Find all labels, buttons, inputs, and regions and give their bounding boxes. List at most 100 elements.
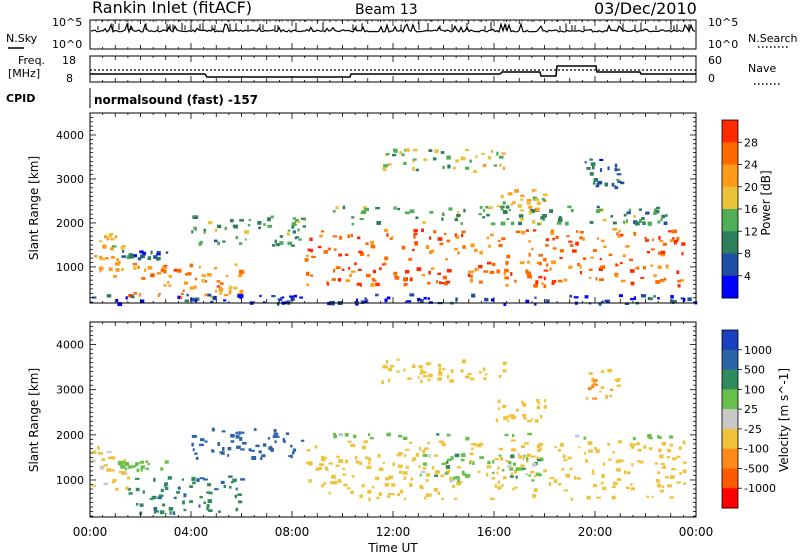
range-cell [599,168,603,172]
range-cell [614,163,618,168]
range-cell [405,466,410,469]
range-cell [619,233,624,237]
range-cell [457,479,460,483]
range-cell [515,230,521,234]
range-cell [536,405,541,410]
range-cell [589,158,593,161]
range-cell [343,483,348,487]
range-cell [478,213,482,216]
range-cell [122,249,125,253]
range-cell [405,148,410,152]
range-cell [450,456,454,460]
range-cell [203,478,208,481]
range-cell [454,233,458,237]
colorbar-tick-label: 12 [744,225,758,238]
range-cell [497,486,502,490]
range-cell [413,229,419,232]
range-cell [399,151,403,154]
range-cell [457,466,462,469]
range-cell [601,474,605,479]
range-cell [525,229,529,232]
range-cell [473,442,477,447]
range-cell [420,470,426,474]
range-cell [345,279,350,283]
range-cell [150,250,153,255]
range-cell [543,284,547,289]
range-cell [382,461,385,464]
range-cell [99,465,105,470]
range-cell [540,457,544,462]
range-cell [292,230,296,234]
range-cell [409,209,415,213]
range-cell [133,266,137,270]
range-cell [630,297,635,301]
range-cell [177,486,181,490]
range-cell [659,436,663,439]
range-cell [134,477,140,480]
range-cell [532,463,537,467]
range-cell [598,302,602,306]
range-cell [552,237,555,241]
range-cell [542,214,547,218]
range-cell [375,207,380,210]
range-cell [550,231,555,235]
range-cell [408,441,413,444]
range-cell [235,507,239,512]
range-cell [381,263,386,266]
range-cell [135,462,140,465]
range-cell [383,164,388,168]
range-cell [421,228,424,233]
range-cell [164,482,169,486]
range-cell [473,248,478,253]
range-cell [277,301,280,306]
range-cell [479,206,483,209]
range-cell [91,484,96,487]
range-cell [315,467,319,471]
range-cell [437,363,442,368]
range-cell [432,157,437,161]
range-cell [630,445,635,449]
range-cell [647,434,652,438]
range-cell [635,267,639,270]
range-cell [596,496,601,499]
range-cell [616,478,622,481]
range-cell [140,299,145,304]
range-cell [524,442,529,445]
range-cell [370,244,376,249]
range-cell [192,448,195,452]
range-cell [435,470,440,474]
colorbar-segment [722,186,738,210]
range-cell [536,456,540,461]
range-cell [579,236,583,240]
range-cell [528,240,532,243]
range-cell [404,476,407,479]
range-cell [600,265,606,269]
range-cell [657,297,660,300]
range-cell [187,272,192,276]
range-cell [290,444,293,448]
range-cell [331,278,336,281]
time-tick-label: 00:00 [679,525,714,539]
range-cell [478,280,483,284]
range-cell [653,295,656,298]
range-cell [446,469,451,473]
range-cell [333,268,336,273]
range-cell [639,460,644,464]
range-cell [460,222,463,225]
range-cell [443,232,447,235]
range-cell [306,283,310,287]
range-cell [412,364,416,369]
range-cell [140,254,144,259]
range-cell [394,276,400,280]
range-cell [214,289,218,293]
range-cell [437,272,441,275]
range-cell [676,455,681,458]
range-cell [235,236,239,240]
range-cell [156,253,161,256]
freq-tick-top: 18 [62,54,76,67]
range-cell [628,208,632,212]
range-cell [669,475,675,479]
range-cell [124,467,127,471]
range-cell [587,386,592,391]
range-cell [286,232,290,236]
